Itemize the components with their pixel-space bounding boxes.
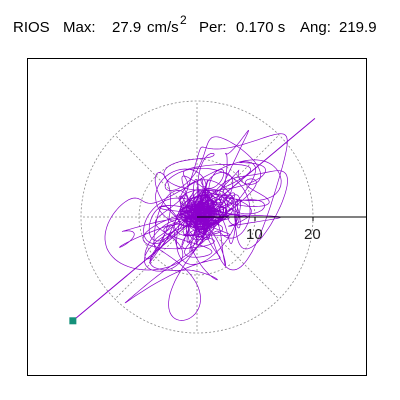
max-label: Max: (63, 19, 96, 36)
plot-frame: 10 20 (27, 58, 367, 376)
station-name: RIOS (13, 19, 50, 36)
per-value: 0.170 s (236, 19, 285, 36)
max-unit-exponent: 2 (180, 13, 187, 27)
orbit-trace-group (72, 118, 316, 322)
max-vector-line (72, 118, 316, 322)
max-point-marker (69, 317, 77, 325)
orbit-trace (104, 129, 288, 321)
orbit-plot: 10 20 (69, 100, 366, 334)
per-label: Per: (199, 19, 227, 36)
axis-group (197, 216, 366, 221)
x-tick-label-10: 10 (246, 226, 263, 243)
max-value: 27.9 (112, 19, 141, 36)
ang-value: 219.9 (339, 19, 377, 36)
tick-label-group: 10 20 (246, 226, 321, 243)
marker-group (69, 317, 77, 325)
header-readout: RIOS Max: 27.9 cm/s 2 Per: 0.170 s Ang: … (13, 13, 377, 36)
max-unit: cm/s (147, 19, 179, 36)
ang-label: Ang: (300, 19, 331, 36)
x-tick-label-20: 20 (304, 226, 321, 243)
grid-spoke-45 (196, 134, 280, 218)
